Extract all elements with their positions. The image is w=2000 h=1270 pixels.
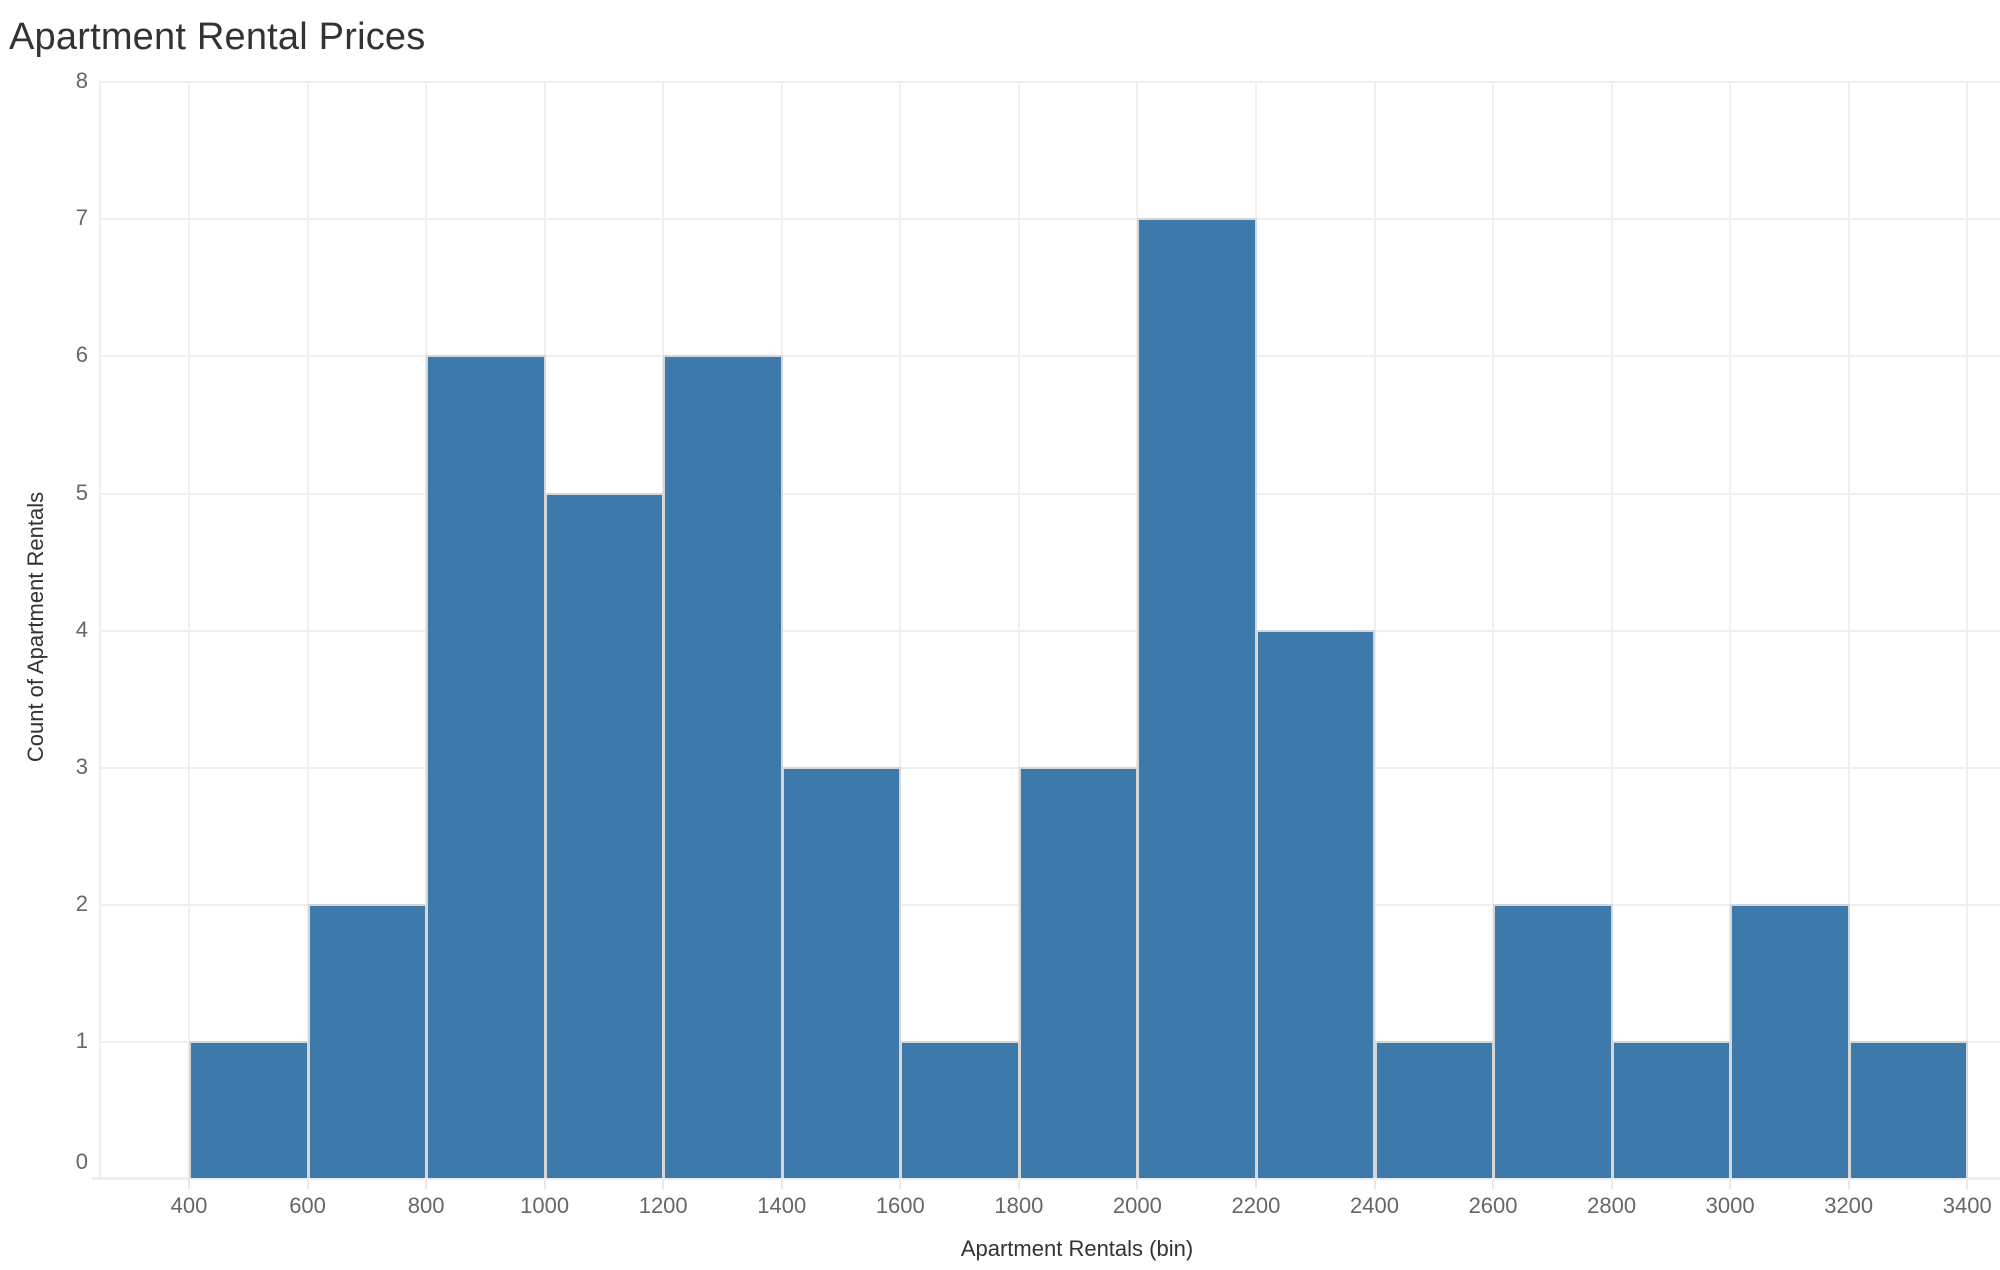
x-tick-label: 1200 <box>638 1193 688 1218</box>
histogram-bar[interactable] <box>1493 903 1613 1178</box>
x-gridline <box>1017 82 1020 1179</box>
histogram-bar[interactable] <box>426 355 546 1178</box>
y-gridline <box>101 355 2000 358</box>
x-tick-mark <box>1847 1180 1850 1189</box>
x-tick-label: 1400 <box>757 1193 807 1218</box>
x-gridline <box>1610 82 1613 1179</box>
x-tick-mark <box>425 1180 428 1189</box>
x-gridline <box>1847 82 1850 1179</box>
x-tick-mark <box>1610 1180 1613 1189</box>
histogram-bar[interactable] <box>1018 766 1139 1178</box>
x-tick-mark <box>188 1180 190 1189</box>
x-axis-title: Apartment Rentals (bin) <box>960 1236 1194 1261</box>
y-tick-label: 2 <box>75 890 88 916</box>
histogram-bar[interactable] <box>900 1040 1020 1178</box>
y-gridline <box>101 492 2000 495</box>
x-tick-mark <box>1373 1180 1376 1189</box>
y-tick-label: 8 <box>75 68 88 94</box>
y-gridline <box>101 629 2000 632</box>
histogram-bar[interactable] <box>1137 218 1257 1178</box>
histogram-bar[interactable] <box>1848 1040 1969 1178</box>
y-tick-label: 6 <box>75 342 88 368</box>
x-axis-line <box>92 1177 2000 1180</box>
histogram-bar[interactable] <box>307 903 428 1178</box>
y-gridline <box>101 218 2000 221</box>
y-tick-label: 3 <box>75 753 88 779</box>
y-tick-label: 0 <box>75 1149 88 1174</box>
x-tick-label: 2400 <box>1350 1193 1399 1218</box>
histogram-bar[interactable] <box>1730 903 1850 1178</box>
x-gridline <box>1729 82 1732 1179</box>
histogram-bar[interactable] <box>1255 629 1376 1178</box>
y-tick-label: 7 <box>75 205 88 231</box>
y-axis-line <box>99 81 101 1178</box>
x-tick-mark <box>306 1180 309 1189</box>
y-tick-label: 5 <box>75 479 88 505</box>
histogram-bar[interactable] <box>663 355 783 1178</box>
chart-title: Apartment Rental Prices <box>9 16 426 58</box>
x-gridline <box>188 82 190 1179</box>
x-tick-label: 2600 <box>1468 1193 1518 1218</box>
histogram-bar[interactable] <box>781 766 902 1178</box>
x-gridline <box>1966 82 1969 1179</box>
x-tick-mark <box>1492 1180 1495 1189</box>
x-gridline <box>899 82 902 1179</box>
x-tick-label: 400 <box>170 1193 208 1218</box>
histogram-bar[interactable] <box>544 492 665 1178</box>
x-tick-mark <box>543 1180 546 1189</box>
y-tick-label: 4 <box>75 616 88 642</box>
x-tick-mark <box>780 1180 783 1189</box>
x-tick-label: 1600 <box>875 1193 925 1218</box>
x-tick-mark <box>662 1180 665 1189</box>
x-tick-label: 3200 <box>1824 1193 1874 1218</box>
x-tick-label: 1000 <box>520 1193 570 1218</box>
histogram-bar[interactable] <box>1611 1040 1732 1178</box>
x-gridline <box>306 82 309 1179</box>
x-tick-label: 2000 <box>1112 1193 1162 1218</box>
histogram-bar[interactable] <box>1374 1040 1495 1178</box>
y-axis-title: Count of Apartment Rentals <box>23 491 48 763</box>
x-tick-mark <box>1136 1180 1139 1189</box>
x-tick-label: 3400 <box>1942 1193 1992 1218</box>
x-tick-mark <box>1729 1180 1732 1189</box>
x-tick-label: 800 <box>407 1193 445 1218</box>
x-tick-mark <box>1017 1180 1020 1189</box>
y-tick-label: 1 <box>75 1027 88 1053</box>
x-tick-mark <box>899 1180 902 1189</box>
x-tick-label: 600 <box>289 1193 326 1218</box>
x-tick-label: 3000 <box>1705 1193 1755 1218</box>
x-tick-mark <box>1254 1180 1257 1189</box>
histogram-bar[interactable] <box>189 1040 309 1178</box>
x-gridline <box>1492 82 1495 1179</box>
x-tick-label: 2800 <box>1587 1193 1637 1218</box>
x-tick-label: 2200 <box>1231 1193 1281 1218</box>
y-gridline <box>101 81 2000 84</box>
x-tick-mark <box>1966 1180 1969 1189</box>
x-tick-label: 1800 <box>994 1193 1044 1218</box>
